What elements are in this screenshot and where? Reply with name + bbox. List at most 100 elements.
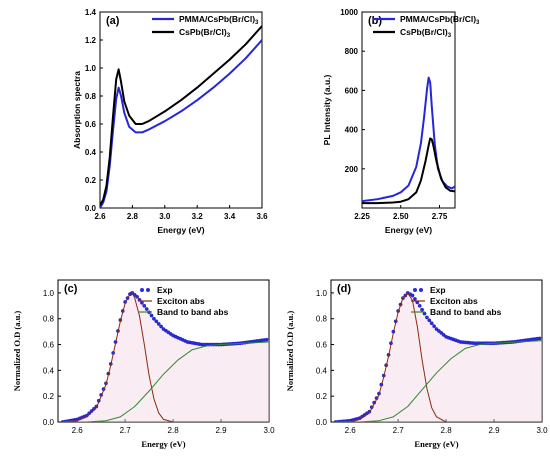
data-point: [420, 307, 424, 312]
data-point: [140, 300, 144, 305]
y-tick-label: 400: [345, 126, 359, 135]
panel-d: 2.6 2.7 2.8 2.9 3.0 0.0 0.2 0.4 0.6 0.8 1.0 Energy …: [285, 279, 548, 449]
x-axis-label: Energy (eV): [385, 225, 432, 235]
legend-label: PMMA/CsPb(Br/Cl)3: [179, 14, 259, 26]
series-cspb-br-cl-3: [362, 137, 455, 205]
series-cspb-br-cl-3: [100, 25, 262, 206]
legend-label: Exciton abs: [157, 296, 205, 306]
legend-label: CsPb(Br/Cl)3: [179, 27, 231, 39]
y-tick-label: 1.4: [85, 8, 97, 17]
y-tick-label: 0.8: [316, 315, 328, 324]
legend-label: Exp: [157, 285, 173, 295]
panel-c: 2.6 2.7 2.8 2.9 3.0 0.0 0.2 0.4 0.6 0.8 1.0 Energy …: [12, 279, 275, 449]
y-axis-label: Normalized O.D (a.u.): [285, 311, 295, 392]
legend-marker: [419, 288, 423, 292]
x-tick-label: 3.0: [159, 212, 171, 221]
data-point: [159, 324, 163, 329]
data-point: [432, 324, 436, 328]
y-tick-label: 0.4: [316, 366, 328, 375]
series-exciton-abs: [62, 292, 269, 422]
panel-b: 2.25 2.50 2.75 200 400 600 800 1000 Energy (eV) P…: [322, 8, 480, 235]
legend-label: Exp: [430, 285, 446, 295]
data-point: [417, 303, 422, 308]
series-line: [335, 340, 542, 422]
panel-a: 2.6 2.8 3.0 3.2 3.4 3.6 0.0 0.2 0.4 0.6 0.8 1.0 1.2 1…: [72, 8, 268, 235]
legend-label: Band to band abs: [157, 307, 229, 317]
x-tick-label: 3.0: [263, 426, 275, 435]
data-point: [413, 297, 417, 301]
series-line: [362, 76, 455, 203]
y-tick-label: 1.0: [43, 289, 55, 298]
series-band-to-band-abs: [335, 340, 542, 422]
data-point: [152, 316, 156, 321]
series-exp: [333, 291, 542, 422]
y-tick-label: 0.6: [85, 120, 97, 129]
y-tick-label: 1.0: [316, 289, 328, 298]
y-tick-label: 0.4: [85, 148, 97, 157]
legend-marker: [146, 288, 150, 292]
y-tick-label: 0.2: [316, 392, 328, 401]
y-tick-label: 1.0: [85, 64, 97, 73]
plot-frame: [361, 11, 456, 209]
y-tick-label: 0.2: [85, 176, 97, 185]
plot-frame: [99, 11, 263, 209]
data-point: [142, 303, 147, 308]
x-tick-label: 3.2: [192, 212, 204, 221]
panel-label: (d): [337, 283, 351, 295]
data-point: [439, 331, 444, 335]
x-tick-label: 3.0: [536, 426, 548, 435]
legend-subscript: 3: [448, 33, 452, 39]
x-tick-label: 2.8: [168, 426, 180, 435]
data-point: [437, 329, 441, 333]
y-axis-label: PL Intensity (a.u.): [322, 74, 332, 145]
x-axis-label: Energy (eV): [414, 439, 458, 449]
data-point: [425, 315, 429, 320]
data-point: [537, 336, 542, 341]
legend-subscript: 3: [227, 33, 231, 39]
y-tick-label: 0.6: [316, 341, 328, 350]
legend-label: Band to band abs: [430, 307, 502, 317]
x-tick-label: 2.8: [441, 426, 453, 435]
legend-label: CsPb(Br/Cl)3: [400, 27, 452, 39]
x-tick-label: 2.7: [120, 426, 132, 435]
y-tick-label: 0.2: [43, 392, 55, 401]
y-tick-label: 1000: [340, 8, 358, 17]
data-point: [156, 322, 161, 326]
series-pmma-cspb-br-cl-3: [100, 39, 262, 208]
series-line: [62, 341, 269, 422]
data-point: [135, 294, 139, 299]
legend-subscript: 3: [255, 20, 259, 26]
exp-fill: [335, 292, 542, 422]
y-tick-label: 0.0: [43, 418, 55, 427]
exp-fill: [62, 292, 269, 422]
data-point: [264, 337, 269, 342]
data-point: [149, 313, 154, 318]
series-line: [100, 39, 262, 208]
x-axis-label: Energy (eV): [157, 225, 204, 235]
data-point: [154, 319, 159, 324]
series-line: [335, 292, 542, 422]
data-point: [427, 318, 432, 323]
series-line: [100, 25, 262, 206]
x-tick-label: 2.25: [354, 212, 370, 221]
y-tick-label: 0.8: [85, 92, 97, 101]
legend-label: Exciton abs: [430, 296, 478, 306]
y-tick-label: 600: [345, 86, 359, 95]
panel-label: (b): [368, 15, 382, 27]
data-point: [441, 333, 446, 337]
data-point: [410, 293, 415, 298]
panel-label: (a): [106, 15, 120, 27]
legend-label: PMMA/CsPb(Br/Cl)3: [400, 14, 480, 26]
y-tick-label: 0.4: [43, 366, 55, 375]
y-tick-label: 0.0: [316, 418, 328, 427]
y-tick-label: 0.0: [85, 204, 97, 213]
data-point: [434, 327, 439, 331]
x-tick-label: 2.9: [215, 426, 227, 435]
series-pmma-cspb-br-cl-3: [362, 76, 455, 203]
data-point: [144, 307, 149, 311]
panel-label: (c): [64, 283, 78, 295]
x-tick-label: 3.6: [256, 212, 268, 221]
x-tick-label: 2.9: [488, 426, 500, 435]
x-tick-label: 2.6: [72, 426, 84, 435]
x-tick-label: 2.8: [127, 212, 139, 221]
